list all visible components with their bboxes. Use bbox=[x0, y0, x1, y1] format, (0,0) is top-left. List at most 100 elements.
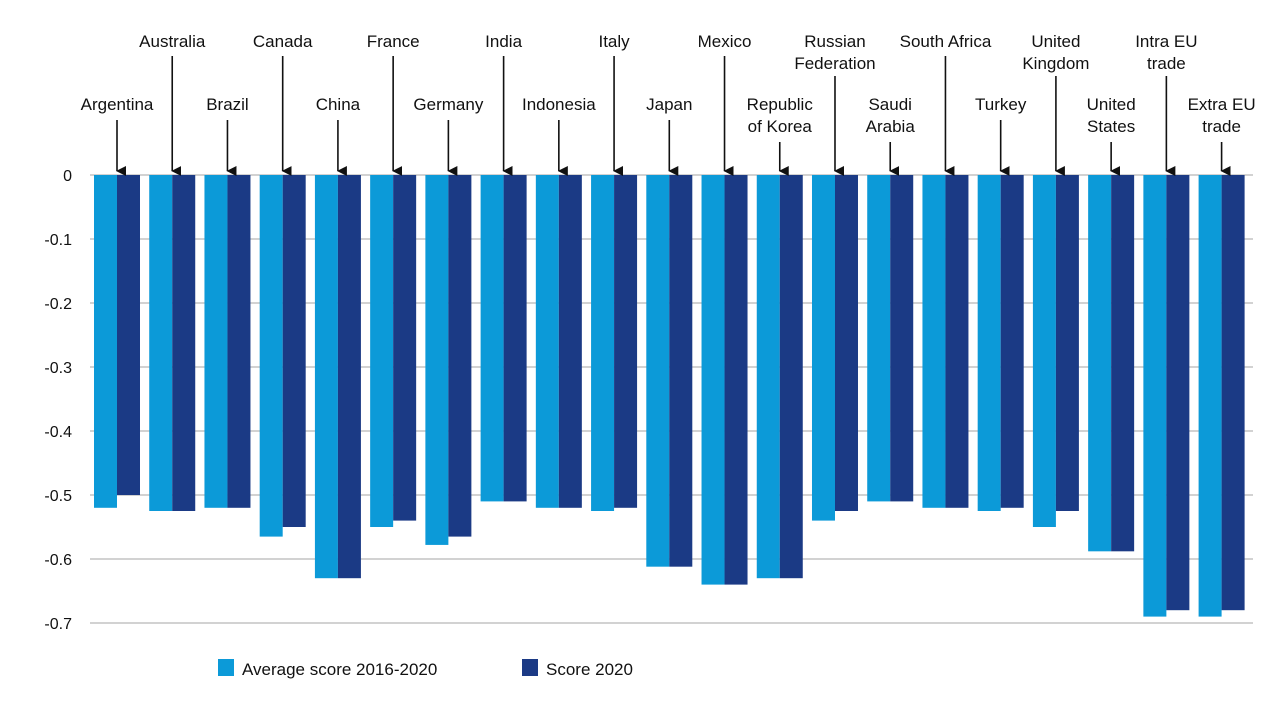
bar-average-2016-2020 bbox=[756, 175, 780, 579]
bar-score-2020 bbox=[724, 175, 748, 585]
bar-score-2020 bbox=[1055, 175, 1079, 511]
bar-average-2016-2020 bbox=[922, 175, 946, 508]
category-label-line: States bbox=[1087, 117, 1135, 136]
bar-average-2016-2020 bbox=[701, 175, 725, 585]
bar-score-2020 bbox=[117, 175, 140, 495]
category-label-line: South Africa bbox=[900, 32, 992, 51]
category-label-line: Canada bbox=[253, 32, 313, 51]
bars bbox=[94, 175, 1245, 617]
category-label-line: Mexico bbox=[698, 32, 752, 51]
bar-average-2016-2020 bbox=[1088, 175, 1112, 552]
category-label: Republic of Korea bbox=[747, 95, 814, 136]
category-label-line: Australia bbox=[139, 32, 206, 51]
bar-average-2016-2020 bbox=[535, 175, 559, 508]
bar-average-2016-2020 bbox=[149, 175, 173, 511]
category-label: Australia bbox=[139, 32, 206, 51]
legend: Average score 2016-2020 Score 2020 bbox=[218, 659, 633, 679]
y-axis-ticks: 0 -0.1 -0.2 -0.3 -0.4 -0.5 -0.6 -0.7 bbox=[44, 168, 72, 633]
y-tick-label: -0.7 bbox=[44, 616, 72, 633]
bar-average-2016-2020 bbox=[259, 175, 283, 537]
bar-average-2016-2020 bbox=[1032, 175, 1056, 527]
category-label-line: Extra EU bbox=[1188, 95, 1256, 114]
bar-average-2016-2020 bbox=[591, 175, 615, 511]
bar-average-2016-2020 bbox=[480, 175, 504, 502]
category-label-line: Arabia bbox=[866, 117, 916, 136]
bar-average-2016-2020 bbox=[1198, 175, 1222, 617]
bar-average-2016-2020 bbox=[646, 175, 670, 567]
category-label: Intra EU trade bbox=[1135, 32, 1197, 73]
category-arrows bbox=[116, 56, 1231, 176]
category-label-line: Germany bbox=[413, 95, 483, 114]
bar-average-2016-2020 bbox=[314, 175, 338, 579]
category-label: Turkey bbox=[975, 95, 1027, 114]
bar-score-2020 bbox=[282, 175, 306, 527]
category-label: Canada bbox=[253, 32, 313, 51]
category-label-line: United bbox=[1087, 95, 1136, 114]
bar-score-2020 bbox=[448, 175, 472, 537]
category-label: Russian Federation bbox=[794, 32, 875, 73]
category-label-line: Federation bbox=[794, 54, 875, 73]
category-label-line: India bbox=[485, 32, 522, 51]
category-label-line: United bbox=[1031, 32, 1080, 51]
bar-score-2020 bbox=[172, 175, 196, 511]
category-label-line: Turkey bbox=[975, 95, 1027, 114]
bar-average-2016-2020 bbox=[94, 175, 117, 508]
y-tick-label: 0 bbox=[63, 168, 72, 185]
category-label-line: Russian bbox=[804, 32, 865, 51]
y-tick-label: -0.6 bbox=[44, 552, 72, 569]
category-label: Italy bbox=[598, 32, 630, 51]
category-label-line: Intra EU bbox=[1135, 32, 1197, 51]
bar-score-2020 bbox=[1221, 175, 1245, 611]
category-label-line: trade bbox=[1147, 54, 1186, 73]
legend-swatch-score-2020 bbox=[522, 659, 538, 676]
category-label: Saudi Arabia bbox=[866, 95, 916, 136]
bar-score-2020 bbox=[337, 175, 361, 579]
bar-average-2016-2020 bbox=[370, 175, 394, 527]
bar-score-2020 bbox=[503, 175, 527, 502]
y-tick-label: -0.5 bbox=[44, 488, 72, 505]
y-tick-label: -0.3 bbox=[44, 360, 72, 377]
bar-score-2020 bbox=[1000, 175, 1024, 508]
category-label-line: Indonesia bbox=[522, 95, 596, 114]
bar-average-2016-2020 bbox=[204, 175, 228, 508]
category-label-line: Brazil bbox=[206, 95, 249, 114]
bar-score-2020 bbox=[1166, 175, 1190, 611]
bar-average-2016-2020 bbox=[811, 175, 835, 521]
category-label-line: France bbox=[367, 32, 420, 51]
category-label: Argentina bbox=[81, 95, 154, 114]
bar-average-2016-2020 bbox=[425, 175, 449, 545]
category-label: Indonesia bbox=[522, 95, 596, 114]
category-label-line: of Korea bbox=[748, 117, 813, 136]
category-labels: Argentina Australia Brazil Canada China Franc… bbox=[81, 32, 1256, 136]
legend-label: Average score 2016-2020 bbox=[242, 660, 437, 679]
bar-score-2020 bbox=[614, 175, 638, 508]
category-label: France bbox=[367, 32, 420, 51]
bar-score-2020 bbox=[945, 175, 969, 508]
category-label-line: Argentina bbox=[81, 95, 154, 114]
bar-score-2020 bbox=[1111, 175, 1135, 552]
bar-average-2016-2020 bbox=[1143, 175, 1167, 617]
category-label-line: Japan bbox=[646, 95, 692, 114]
category-label: United States bbox=[1087, 95, 1136, 136]
category-label: India bbox=[485, 32, 522, 51]
bar-score-2020 bbox=[890, 175, 914, 502]
category-label: United Kingdom bbox=[1022, 32, 1089, 73]
bar-score-2020 bbox=[834, 175, 858, 511]
category-label: Japan bbox=[646, 95, 692, 114]
category-label: Germany bbox=[413, 95, 483, 114]
bar-average-2016-2020 bbox=[977, 175, 1001, 511]
category-label-line: China bbox=[316, 95, 361, 114]
category-label: Brazil bbox=[206, 95, 249, 114]
legend-swatch-average bbox=[218, 659, 234, 676]
bar-average-2016-2020 bbox=[867, 175, 891, 502]
category-label-line: Kingdom bbox=[1022, 54, 1089, 73]
category-label: China bbox=[316, 95, 361, 114]
bar-score-2020 bbox=[227, 175, 251, 508]
category-label-line: Republic bbox=[747, 95, 814, 114]
bar-score-2020 bbox=[669, 175, 693, 567]
category-label-line: Italy bbox=[598, 32, 630, 51]
category-label-line: Saudi bbox=[868, 95, 911, 114]
category-label: Extra EU trade bbox=[1188, 95, 1256, 136]
